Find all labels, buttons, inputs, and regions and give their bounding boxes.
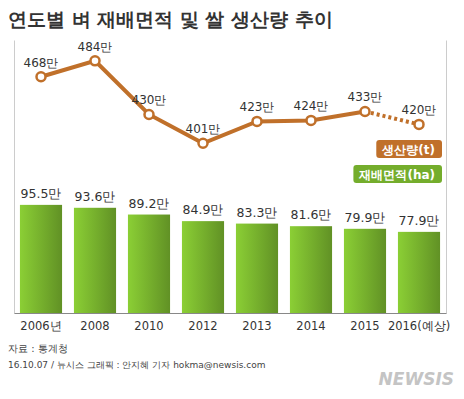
marker — [91, 56, 100, 65]
marker — [361, 107, 370, 116]
bar — [398, 232, 440, 313]
tick-label: 2012 — [188, 319, 217, 333]
legend-swatch — [353, 165, 442, 183]
legend-label: 생산량(t) — [381, 143, 435, 157]
y2-axis — [446, 41, 447, 314]
line-label: 420만 — [402, 103, 437, 117]
tick-label: 2006년 — [20, 319, 61, 333]
bar-label: 83.3만 — [237, 205, 278, 220]
tick: 2010 — [134, 319, 163, 333]
bar-label: 84.9만 — [183, 202, 224, 217]
bar-label: 93.6만 — [75, 189, 116, 204]
watermark: NEWSIS — [379, 369, 454, 389]
tick-label: 2016(예상) — [388, 319, 450, 333]
tick-label: 2014 — [296, 319, 325, 333]
tick: 2016(예상) — [388, 319, 450, 333]
bar-label: 81.6만 — [291, 207, 332, 222]
marker — [199, 139, 208, 148]
line-label: 484만 — [78, 40, 113, 54]
y2-axis-line — [446, 41, 447, 314]
marker — [145, 110, 154, 119]
data-labels: 95.5만 93.6만 89.2만 84.9만 83.3만 81.6만 79.9만 77.9만… — [21, 40, 440, 228]
line-label: 401만 — [186, 122, 221, 136]
tick-label: 2010 — [134, 319, 163, 333]
line — [41, 61, 365, 143]
bar — [182, 221, 224, 313]
legend: 생산량(t) 재배면적(ha) — [353, 140, 442, 183]
tick: 2006년 — [20, 319, 61, 333]
bar-label: 95.5만 — [21, 186, 62, 201]
source: 자료 : 통계청 — [8, 343, 68, 354]
tick: 2014 — [296, 319, 325, 333]
plot-area — [20, 56, 440, 313]
bar — [344, 229, 386, 313]
line-label: 430만 — [132, 93, 167, 107]
tick: 2012 — [188, 319, 217, 333]
y-axis — [14, 41, 15, 314]
legend-item: 재배면적(ha) — [353, 165, 442, 183]
tick: 2013 — [242, 319, 271, 333]
chart: 연도별 벼 재배면적 및 쌀 생산량 추이2006년20082010201220… — [0, 0, 464, 399]
line-label: 424만 — [294, 99, 329, 113]
marker — [307, 116, 316, 125]
bar — [20, 205, 62, 313]
title: 연도별 벼 재배면적 및 쌀 생산량 추이 — [8, 8, 333, 30]
x-axis: 2006년 2008 2010 2012 2013 2014 2015 2016(예상) — [15, 314, 451, 334]
line-label: 423만 — [240, 100, 275, 114]
bar — [74, 208, 116, 313]
bar-label: 77.9만 — [399, 213, 440, 228]
bar — [128, 215, 170, 313]
credit: 16.10.07 / 뉴시스 그래픽 : 안지혜 기자 hokma@newsis… — [8, 360, 265, 370]
bar-label: 89.2만 — [129, 196, 170, 211]
y-axis-line — [14, 41, 15, 314]
legend-swatch — [376, 140, 442, 158]
marker — [253, 117, 262, 126]
tick-label: 2013 — [242, 319, 271, 333]
line-label: 468만 — [24, 56, 59, 70]
line-label: 433만 — [348, 90, 383, 104]
marker — [37, 72, 46, 81]
tick-label: 2015 — [350, 319, 379, 333]
x-axis-line — [15, 313, 447, 314]
tick-label: 2008 — [80, 319, 109, 333]
tick: 2015 — [350, 319, 379, 333]
bar — [290, 226, 332, 313]
bar — [236, 224, 278, 313]
legend-label: 재배면적(ha) — [358, 168, 435, 182]
legend-item: 생산량(t) — [376, 140, 442, 158]
bar-label: 79.9만 — [345, 210, 386, 225]
marker — [415, 120, 424, 129]
tick: 2008 — [80, 319, 109, 333]
